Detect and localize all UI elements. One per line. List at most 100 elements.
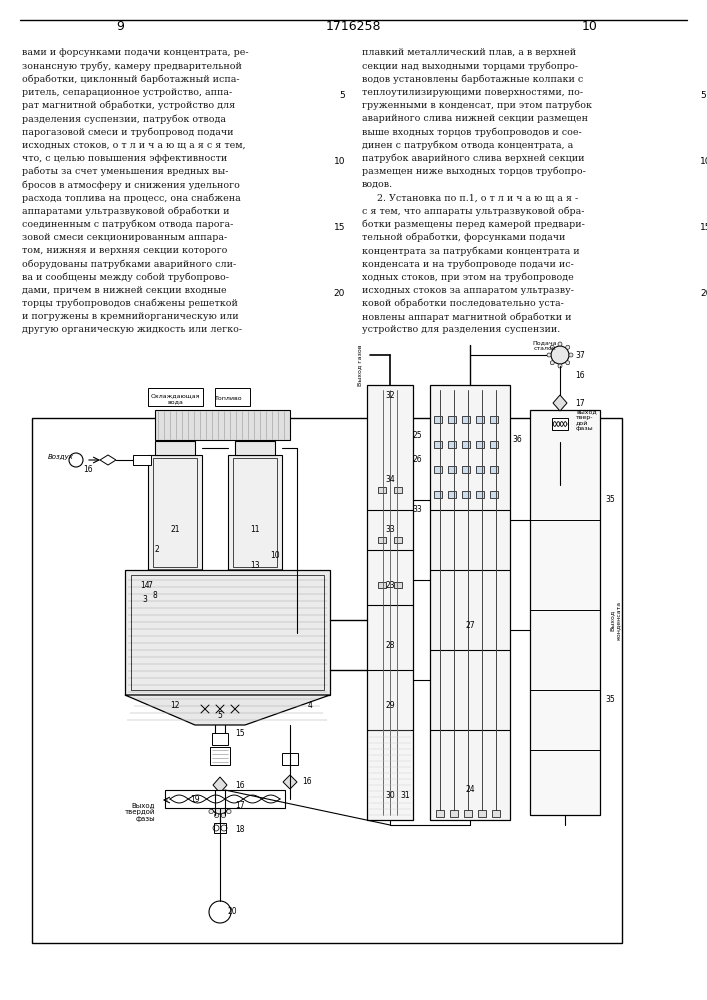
Text: 35: 35 [605,495,615,504]
Text: парогазовой смеси и трубопровод подачи: парогазовой смеси и трубопровод подачи [22,127,233,137]
Text: 37: 37 [575,351,585,360]
Text: Выход газов: Выход газов [358,344,363,386]
Text: 27: 27 [465,620,475,630]
Bar [155,441,195,455]
Bar [462,416,470,423]
Bar [476,441,484,448]
Text: 31: 31 [400,790,410,800]
Text: вода: вода [167,399,183,404]
Text: 10: 10 [334,157,345,166]
Text: сталок: сталок [534,347,556,352]
Circle shape [566,361,570,365]
Text: 20: 20 [228,908,238,916]
Text: Топливо: Топливо [215,395,243,400]
Text: 21: 21 [170,526,180,534]
Text: теплоутилизирующими поверхностями, по-: теплоутилизирующими поверхностями, по- [362,88,583,97]
Bar [32,418,622,943]
Text: тельной обработки, форсунками подачи: тельной обработки, форсунками подачи [362,233,566,242]
Text: другую органическую жидкость или легко-: другую органическую жидкость или легко- [22,325,242,334]
Text: выше входных торцов трубопроводов и сое-: выше входных торцов трубопроводов и сое- [362,127,582,137]
Text: 3: 3 [143,595,148,604]
Bar [235,441,275,455]
Text: твердой: твердой [124,809,155,815]
Text: исходных стоков за аппаратом ультразву-: исходных стоков за аппаратом ультразву- [362,286,574,295]
Text: вами и форсунками подачи концентрата, ре-: вами и форсунками подачи концентрата, ре… [22,48,249,57]
Text: 4: 4 [308,700,312,710]
Text: концентрата за патрубками концентрата и: концентрата за патрубками концентрата и [362,246,580,256]
Text: и погружены в кремнийорганическую или: и погружены в кремнийорганическую или [22,312,239,321]
Bar [210,747,230,765]
Polygon shape [100,455,116,465]
Bar [148,388,203,406]
Bar [462,466,470,473]
Circle shape [211,796,229,814]
Text: 10: 10 [270,550,280,560]
Bar [434,466,442,473]
Text: с я тем, что аппараты ультразвуковой обра-: с я тем, что аппараты ультразвуковой обр… [362,207,585,216]
Bar [394,582,402,588]
Text: Охлаждающая: Охлаждающая [151,393,199,398]
Bar [430,385,510,820]
Text: аварийного слива нижней секции размещен: аварийного слива нижней секции размещен [362,114,588,123]
Polygon shape [213,777,227,793]
Bar [367,385,413,820]
Text: работы за счет уменьшения вредных вы-: работы за счет уменьшения вредных вы- [22,167,228,176]
Text: 24: 24 [465,786,475,794]
Text: 16: 16 [302,778,312,786]
Bar [462,441,470,448]
Text: рат магнитной обработки, устройство для: рат магнитной обработки, устройство для [22,101,235,110]
Text: расхода топлива на процесс, она снабжена: расхода топлива на процесс, она снабжена [22,193,241,203]
Bar [434,416,442,423]
Circle shape [69,453,83,467]
Polygon shape [125,695,330,725]
Bar [476,466,484,473]
Text: ходных стоков, при этом на трубопроводе: ходных стоков, при этом на трубопроводе [362,273,574,282]
Bar [476,491,484,498]
Bar [394,537,402,543]
Bar [233,458,277,567]
Text: выход
твер-
дой
фазы: выход твер- дой фазы [576,409,597,431]
Circle shape [227,809,231,814]
Circle shape [569,353,573,357]
Text: 8: 8 [153,590,158,599]
Bar [492,810,500,817]
Text: 5: 5 [218,710,223,720]
Circle shape [207,803,211,807]
Text: 17: 17 [575,398,585,408]
Text: торцы трубопроводов снабжены решеткой: торцы трубопроводов снабжены решеткой [22,299,238,308]
Text: что, с целью повышения эффективности: что, с целью повышения эффективности [22,154,227,163]
Text: конденсата и на трубопроводе подачи ис-: конденсата и на трубопроводе подачи ис- [362,259,574,269]
Polygon shape [283,775,297,789]
Text: оборудованы патрубками аварийного сли-: оборудованы патрубками аварийного сли- [22,259,236,269]
Text: секции над выходными торцами трубопро-: секции над выходными торцами трубопро- [362,61,578,71]
Text: 7: 7 [148,580,153,589]
Text: 12: 12 [170,700,180,710]
Circle shape [227,796,231,801]
Text: 20: 20 [334,289,345,298]
Text: зовой смеси секционированным аппара-: зовой смеси секционированным аппара- [22,233,227,242]
Text: 36: 36 [513,436,522,444]
Text: Выход: Выход [132,802,155,808]
Bar [212,733,228,745]
Bar [215,388,250,406]
Text: 30: 30 [385,790,395,800]
Text: 13: 13 [250,560,259,570]
Bar [448,416,456,423]
Bar [153,458,197,567]
Bar [378,487,386,493]
Circle shape [229,803,233,807]
Bar [436,810,444,817]
Text: 23: 23 [385,580,395,589]
Bar [490,491,498,498]
Polygon shape [553,395,567,411]
Text: динен с патрубком отвода концентрата, а: динен с патрубком отвода концентрата, а [362,141,573,150]
Text: фазы: фазы [135,816,155,822]
Bar [148,455,202,570]
Bar [282,753,298,765]
Text: обработки, циклонный барботажный испа-: обработки, циклонный барботажный испа- [22,75,240,84]
Text: 25: 25 [412,430,422,440]
Text: 17: 17 [235,800,245,810]
Text: 14: 14 [140,580,150,589]
Text: 29: 29 [385,700,395,710]
Bar [490,466,498,473]
